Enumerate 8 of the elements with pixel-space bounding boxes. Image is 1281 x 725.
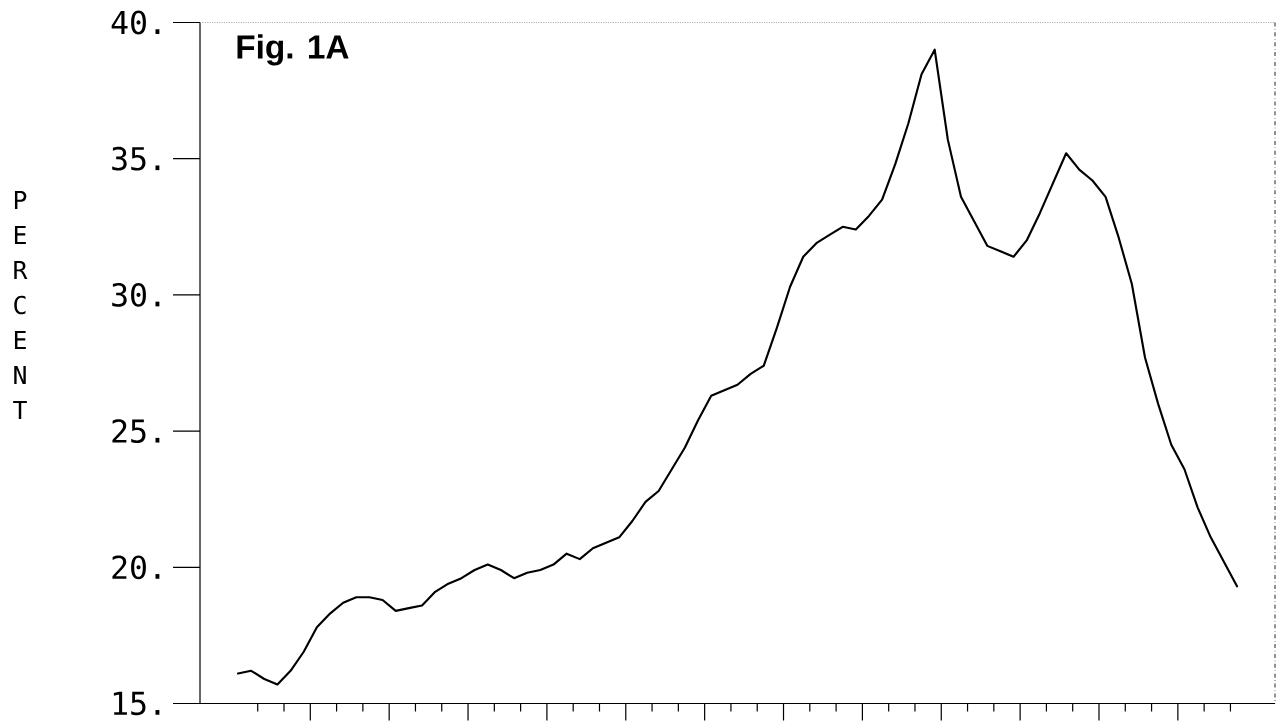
y-axis-title: PERCENT xyxy=(13,191,28,419)
y-tick-label: 40. xyxy=(111,10,160,35)
y-tick-label: 25. xyxy=(112,419,160,443)
chart-title: Fig. 1A xyxy=(237,34,349,66)
y-tick-label: 30. xyxy=(112,282,160,307)
y-tick-label: 20. xyxy=(112,555,160,580)
y-tick-label: 15. xyxy=(113,691,160,716)
y-tick-label: 35. xyxy=(112,146,160,171)
